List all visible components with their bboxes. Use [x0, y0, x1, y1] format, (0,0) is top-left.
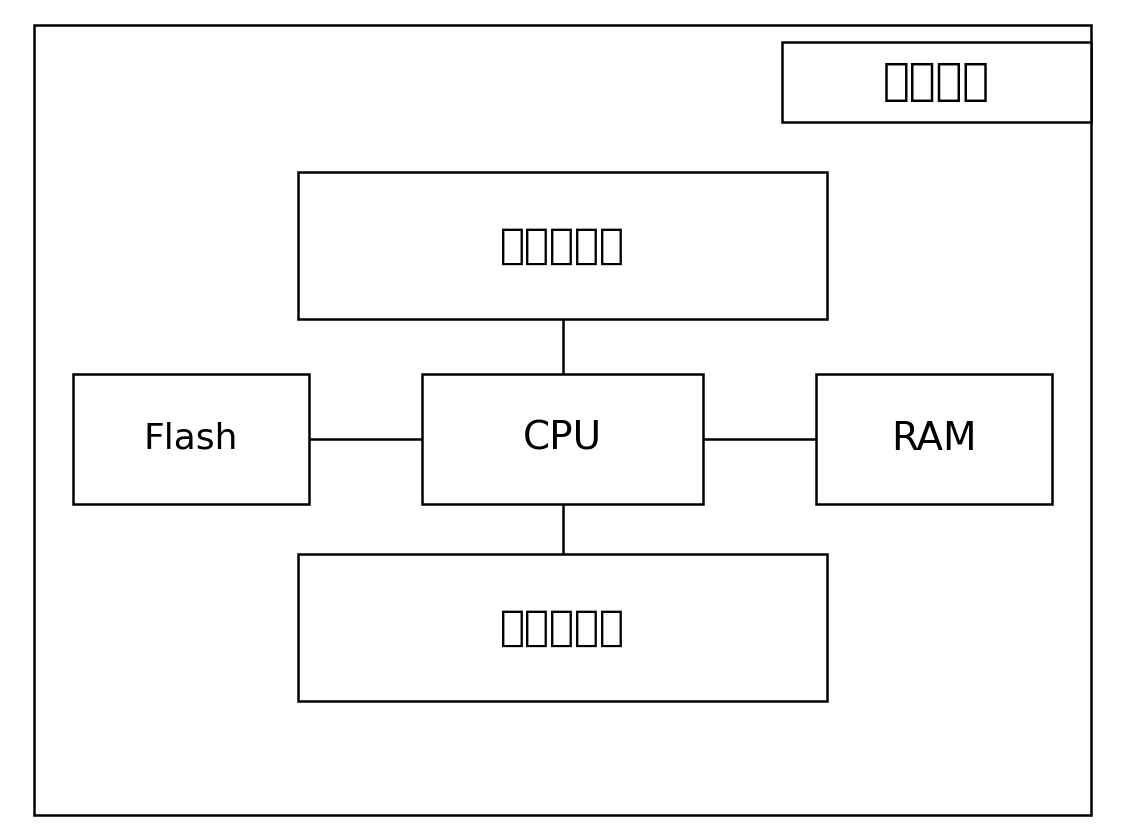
Text: 电压互感器: 电压互感器: [500, 606, 626, 648]
Bar: [298, 554, 827, 701]
Text: 电流互感器: 电流互感器: [500, 224, 626, 266]
Bar: [298, 172, 827, 319]
Bar: [782, 42, 1091, 122]
Bar: [422, 374, 703, 504]
Text: 焊接装置: 焊接装置: [883, 60, 990, 103]
Bar: [816, 374, 1052, 504]
Text: CPU: CPU: [523, 420, 602, 458]
Bar: [73, 374, 309, 504]
Text: RAM: RAM: [891, 420, 976, 458]
Text: Flash: Flash: [144, 422, 238, 456]
